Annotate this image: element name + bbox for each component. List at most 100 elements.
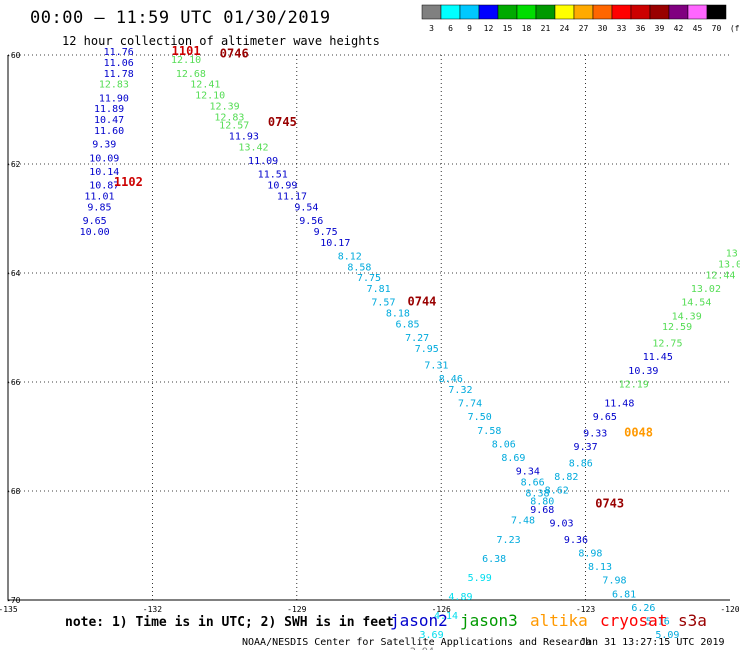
x-tick-label: -135 bbox=[0, 605, 18, 614]
pass-time-label: 0745 bbox=[268, 115, 297, 129]
legend-swatch bbox=[611, 4, 632, 20]
wave-height-label: 12.10 bbox=[195, 91, 225, 102]
wave-height-label: 9.33 bbox=[583, 429, 607, 440]
wave-height-label: 8.66 bbox=[521, 478, 545, 489]
wave-height-label: 11.01 bbox=[84, 191, 114, 202]
wave-height-label: 14.54 bbox=[681, 298, 711, 309]
legend-label: 39 bbox=[655, 24, 665, 33]
wave-height-label: 9.85 bbox=[87, 202, 111, 213]
satellite-jason2: jason2 bbox=[390, 611, 448, 630]
satellite-s3a: s3a bbox=[678, 611, 707, 630]
wave-height-label: 7.23 bbox=[497, 535, 521, 546]
wave-height-label: 12.75 bbox=[652, 339, 682, 350]
legend-label: 33 bbox=[617, 24, 627, 33]
pass-time-label: 0744 bbox=[408, 295, 437, 309]
wave-height-label: 8.69 bbox=[501, 453, 525, 464]
wave-height-label: 9.75 bbox=[314, 227, 338, 238]
chart-title: 00:00 – 11:59 UTC 01/30/2019 bbox=[30, 8, 331, 28]
y-tick-label: -66 bbox=[6, 378, 21, 387]
wave-height-label: 8.80 bbox=[530, 497, 554, 508]
wave-height-label: 11.60 bbox=[94, 126, 124, 137]
legend-swatch bbox=[421, 4, 442, 20]
x-tick-label: -126 bbox=[432, 605, 451, 614]
x-tick-label: -120 bbox=[720, 605, 739, 614]
wave-height-label: 13.02 bbox=[691, 284, 721, 295]
legend-label: 21 bbox=[541, 24, 551, 33]
footer-note: note: 1) Time is in UTC; 2) SWH is in fe… bbox=[65, 615, 394, 630]
wave-height-label: 7.95 bbox=[415, 344, 439, 355]
legend-label: 42 bbox=[674, 24, 684, 33]
wave-height-label: 8.62 bbox=[545, 486, 569, 497]
wave-height-label: 7.98 bbox=[602, 576, 626, 587]
legend-swatch bbox=[668, 4, 689, 20]
wave-height-label: 7.75 bbox=[357, 273, 381, 284]
legend-label: 18 bbox=[522, 24, 532, 33]
wave-height-label: 5.16 bbox=[646, 617, 670, 628]
pass-time-label: 0746 bbox=[220, 47, 249, 61]
legend-swatch bbox=[554, 4, 575, 20]
wave-height-label: 12.19 bbox=[619, 379, 649, 390]
legend-swatch bbox=[459, 4, 480, 20]
wave-height-label: 11.51 bbox=[258, 170, 288, 181]
y-tick-label: -68 bbox=[6, 487, 21, 496]
wave-height-label: 4.14 bbox=[434, 611, 458, 622]
wave-height-label: 12.39 bbox=[210, 102, 240, 113]
legend-label: 24 bbox=[560, 24, 570, 33]
satellite-jason3: jason3 bbox=[460, 611, 518, 630]
wave-height-label: 12.41 bbox=[190, 80, 220, 91]
x-tick-label: -129 bbox=[287, 605, 306, 614]
wave-height-label: 11.93 bbox=[229, 131, 259, 142]
wave-height-label: 10.87 bbox=[89, 181, 119, 192]
legend-swatch bbox=[516, 4, 537, 20]
track-2: 12.1012.6812.4112.1012.3912.8312.5711.93… bbox=[171, 55, 679, 641]
wave-height-label: 12.68 bbox=[176, 69, 206, 80]
wave-height-label: 7.32 bbox=[448, 385, 472, 396]
legend-swatch bbox=[592, 4, 613, 20]
wave-height-label: 9.39 bbox=[92, 140, 116, 151]
legend-swatch bbox=[535, 4, 556, 20]
wave-height-label: 8.12 bbox=[338, 251, 362, 262]
wave-height-label: 8.58 bbox=[347, 262, 371, 273]
wave-height-label: 11.78 bbox=[104, 69, 134, 80]
wave-height-label: 9.36 bbox=[564, 535, 588, 546]
footer-credit: NOAA/NESDIS Center for Satellite Applica… bbox=[242, 637, 591, 648]
plot-area: -135 -132 -129 -126 -123 -120 -60 -62 -64 -66 -68 -… bbox=[0, 44, 740, 650]
wave-height-label: 9.37 bbox=[574, 442, 598, 453]
wave-height-label: 5.09 bbox=[655, 630, 679, 641]
wave-height-label: 11.17 bbox=[277, 191, 307, 202]
y-tick-label: -62 bbox=[6, 160, 21, 169]
wave-height-label: 9.34 bbox=[516, 467, 540, 478]
legend-swatch bbox=[573, 4, 594, 20]
legend-label: 45 bbox=[693, 24, 703, 33]
wave-height-label: 8.18 bbox=[386, 309, 410, 320]
satellite-cryosat: cryosat bbox=[600, 611, 667, 630]
satellite-altika: altika bbox=[530, 611, 588, 630]
wave-height-label: 9.54 bbox=[294, 202, 318, 213]
y-tick-label: -60 bbox=[6, 51, 21, 60]
wave-height-label: 6.81 bbox=[612, 589, 636, 600]
wave-height-label: 5.99 bbox=[468, 573, 492, 584]
wave-height-label: 6.85 bbox=[395, 320, 419, 331]
wave-height-label: 12.10 bbox=[171, 55, 201, 66]
pass-time-label: 0048 bbox=[624, 426, 653, 440]
wave-height-label: 14.39 bbox=[672, 311, 702, 322]
wave-height-label: 8.46 bbox=[439, 374, 463, 385]
pass-time-label: 0743 bbox=[595, 496, 624, 510]
wave-height-label: 10.99 bbox=[267, 181, 297, 192]
wave-height-label: 9.65 bbox=[83, 216, 107, 227]
wave-height-label: 3.69 bbox=[420, 630, 444, 641]
wave-height-label: 8.86 bbox=[569, 458, 593, 469]
wave-height-label: 10.14 bbox=[89, 167, 119, 178]
wave-height-label: 7.27 bbox=[405, 333, 429, 344]
wave-height-label: 7.74 bbox=[458, 399, 482, 410]
wave-height-label: 9.65 bbox=[593, 412, 617, 423]
legend-swatch bbox=[440, 4, 461, 20]
legend-label: 9 bbox=[467, 24, 472, 33]
legend-swatch bbox=[630, 4, 651, 20]
wave-height-label: 10.00 bbox=[80, 227, 110, 238]
legend-label: 3 bbox=[429, 24, 434, 33]
wave-height-label: 12.57 bbox=[219, 121, 249, 132]
wave-height-label: 8.06 bbox=[492, 439, 516, 450]
